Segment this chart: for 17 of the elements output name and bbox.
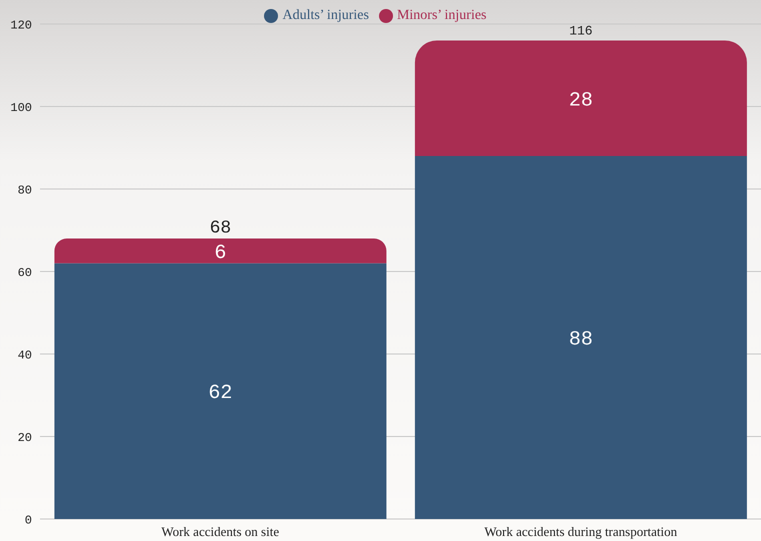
y-tick-label: 120: [10, 18, 32, 32]
x-tick-label: Work accidents during transportation: [484, 524, 678, 540]
y-tick-label: 0: [24, 513, 32, 528]
data-label: 62: [208, 382, 232, 406]
data-label: 6: [214, 242, 226, 265]
data-label: 28: [568, 89, 593, 112]
x-tick-label: Work accidents on site: [161, 524, 280, 540]
total-label: 68: [210, 218, 232, 238]
data-label: 88: [568, 328, 593, 352]
y-tick-label: 20: [18, 430, 32, 445]
total-label: 116: [569, 24, 593, 38]
legend-label: Adults’ injuries: [282, 8, 369, 23]
legend-label: Minors’ injuries: [396, 8, 487, 23]
y-tick-label: 100: [10, 100, 32, 115]
y-tick-label: 40: [18, 348, 32, 362]
y-tick-label: 60: [18, 266, 32, 280]
y-tick-label: 80: [18, 183, 32, 198]
